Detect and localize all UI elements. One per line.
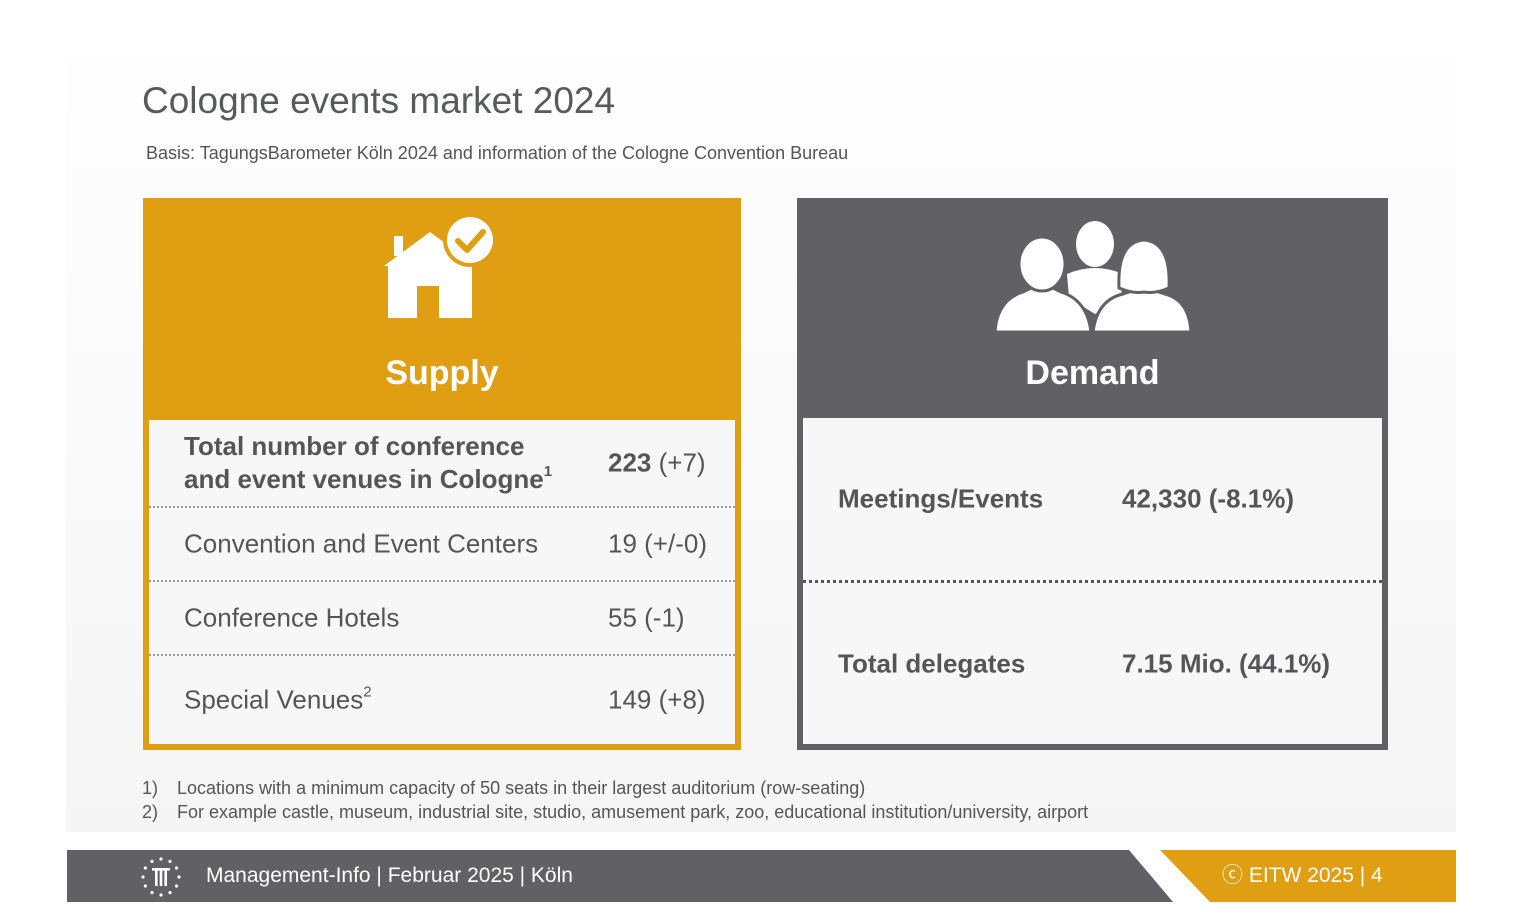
footer-bar (67, 850, 1173, 902)
footer-accent (1160, 850, 1456, 902)
demand-row-label: Total delegates (838, 648, 1026, 678)
page-title: Cologne events market 2024 (142, 80, 616, 121)
page-subtitle: Basis: TagungsBarometer Köln 2024 and in… (146, 143, 849, 163)
footnotes: 1) Locations with a minimum capacity of 5… (142, 776, 1088, 824)
house-check-icon (384, 214, 497, 318)
supply-title: Supply (385, 354, 499, 392)
supply-row-label: Total number of conference and event ven… (184, 431, 553, 494)
supply-row-value: 223 (+7) (608, 447, 706, 478)
supply-row-value: 149 (+8) (608, 684, 706, 715)
supply-panel: Supply Total number of conference and ev… (143, 198, 741, 750)
demand-row-value: 7.15 Mio. (44.1%) (1122, 648, 1331, 678)
supply-row-total: Total number of conference and event ven… (149, 420, 735, 508)
eitw-logo-icon (141, 857, 181, 897)
footer-info: Management-Info | Februar 2025 | Köln (206, 864, 573, 887)
supply-row-label: Conference Hotels (184, 602, 400, 633)
supply-row-convention-centers: Convention and Event Centers 19 (+/-0) (149, 508, 735, 582)
supply-row-value: 19 (+/-0) (608, 528, 707, 559)
supply-row-value: 55 (-1) (608, 602, 685, 633)
supply-row-conference-hotels: Conference Hotels 55 (-1) (149, 582, 735, 656)
demand-header: Demand (797, 198, 1388, 420)
demand-row-delegates: Total delegates 7.15 Mio. (44.1%) (803, 583, 1382, 744)
footnote-item: 2) For example castle, museum, industrial… (142, 802, 1089, 822)
demand-divider (803, 580, 1382, 583)
supply-header: Supply (143, 198, 741, 420)
supply-row-label: Special Venues2 (184, 683, 372, 715)
demand-row-meetings: Meetings/Events 42,330 (-8.1%) (803, 418, 1382, 580)
demand-row-value: 42,330 (-8.1%) (1122, 483, 1294, 514)
demand-row-label: Meetings/Events (838, 483, 1044, 514)
supply-row-label: Convention and Event Centers (184, 528, 539, 559)
people-group-icon (994, 221, 1191, 332)
demand-panel: Demand Meetings/Events 42,330 (-8.1%) To… (797, 198, 1388, 750)
supply-row-special-venues: Special Venues2 149 (+8) (149, 656, 735, 744)
demand-table: Meetings/Events 42,330 (-8.1%) Total del… (803, 418, 1382, 744)
footer-copyright: ⓒ EITW 2025 | 4 (1222, 864, 1383, 887)
demand-title: Demand (1025, 354, 1160, 392)
supply-table: Total number of conference and event ven… (149, 420, 735, 744)
footnote-item: 1) Locations with a minimum capacity of 5… (142, 778, 866, 798)
